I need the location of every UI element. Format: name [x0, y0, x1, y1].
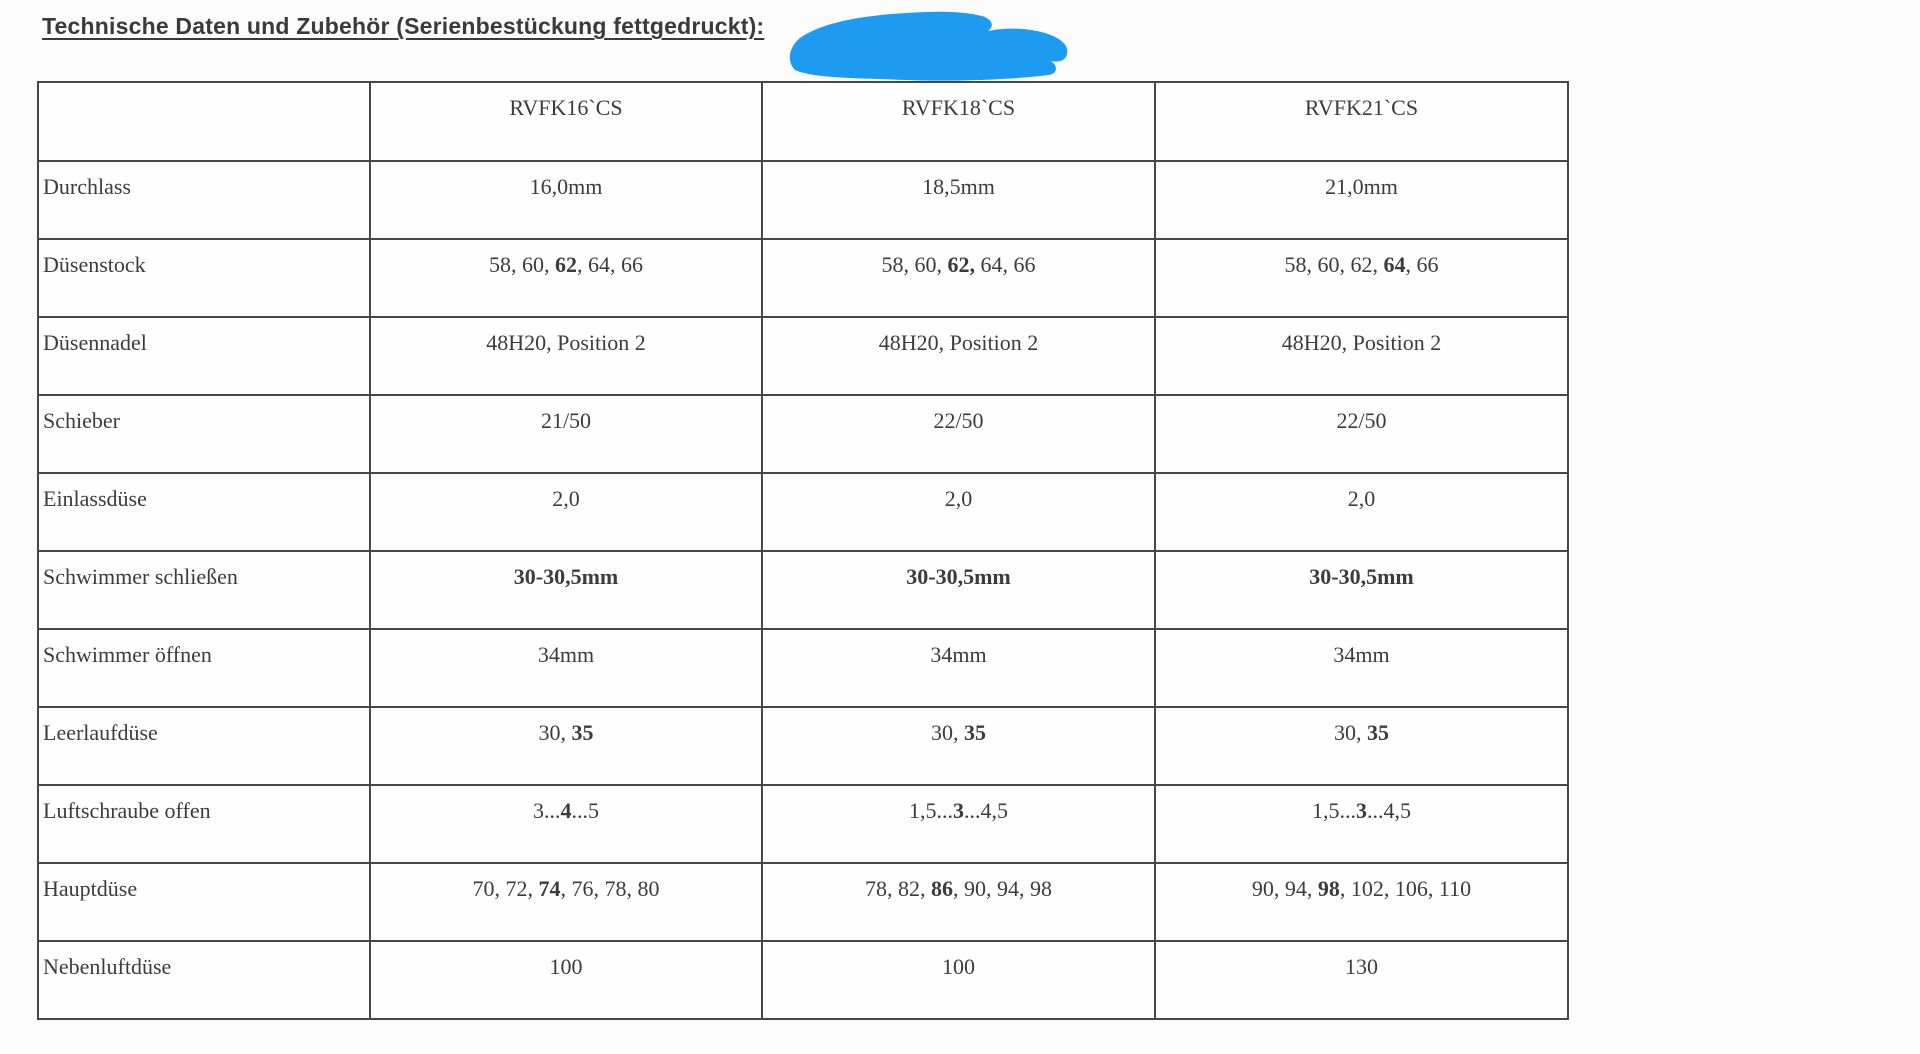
value-cell: 30, 35: [761, 706, 1156, 786]
value-cell: 58, 60, 62, 64, 66: [369, 238, 763, 318]
header-rvfk21: RVFK21`CS: [1154, 81, 1569, 162]
value-cell: 78, 82, 86, 90, 94, 98: [761, 862, 1156, 942]
value-cell: 16,0mm: [369, 160, 763, 240]
value-cell: 48H20, Position 2: [369, 316, 763, 396]
header-empty-cell: [37, 81, 371, 162]
row-label: Einlassdüse: [37, 472, 371, 552]
row-label: Luftschraube offen: [37, 784, 371, 864]
value-cell: 1,5...3...4,5: [1154, 784, 1569, 864]
value-cell: 48H20, Position 2: [761, 316, 1156, 396]
table-row: Hauptdüse 70, 72, 74, 76, 78, 80 78, 82, 8…: [37, 862, 1569, 942]
value-cell: 30, 35: [369, 706, 763, 786]
table-row: Schieber 21/50 22/50 22/50: [37, 394, 1569, 474]
row-label: Düsennadel: [37, 316, 371, 396]
value-cell: 100: [761, 940, 1156, 1020]
value-cell: 34mm: [369, 628, 763, 708]
value-cell: 34mm: [1154, 628, 1569, 708]
value-cell: 30-30,5mm: [1154, 550, 1569, 630]
value-cell: 2,0: [1154, 472, 1569, 552]
value-cell: 90, 94, 98, 102, 106, 110: [1154, 862, 1569, 942]
value-cell: 21,0mm: [1154, 160, 1569, 240]
value-cell: 1,5...3...4,5: [761, 784, 1156, 864]
page-title: Technische Daten und Zubehör (Serienbest…: [42, 13, 765, 39]
value-cell: 22/50: [1154, 394, 1569, 474]
row-label: Schwimmer schließen: [37, 550, 371, 630]
row-label: Hauptdüse: [37, 862, 371, 942]
row-label: Durchlass: [37, 160, 371, 240]
table-row: Schwimmer schließen 30-30,5mm 30-30,5mm 30-…: [37, 550, 1569, 630]
table-row: Düsenstock 58, 60, 62, 64, 66 58, 60, 62, …: [37, 238, 1569, 318]
value-cell: 70, 72, 74, 76, 78, 80: [369, 862, 763, 942]
row-label: Düsenstock: [37, 238, 371, 318]
technical-data-table: RVFK16`CS RVFK18`CS RVFK21`CS Durchlass 1…: [37, 81, 1569, 1020]
value-cell: 34mm: [761, 628, 1156, 708]
row-label: Nebenluftdüse: [37, 940, 371, 1020]
value-cell: 3...4...5: [369, 784, 763, 864]
value-cell: 30-30,5mm: [369, 550, 763, 630]
table-row: Luftschraube offen 3...4...5 1,5...3...4,5…: [37, 784, 1569, 864]
value-cell: 130: [1154, 940, 1569, 1020]
table-row: Schwimmer öffnen 34mm 34mm 34mm: [37, 628, 1569, 708]
value-cell: 30, 35: [1154, 706, 1569, 786]
value-cell: 2,0: [761, 472, 1156, 552]
value-cell: 58, 60, 62, 64, 66: [1154, 238, 1569, 318]
value-cell: 22/50: [761, 394, 1156, 474]
blue-marker-scribble-shape: [789, 11, 1068, 81]
value-cell: 21/50: [369, 394, 763, 474]
table-header-row: RVFK16`CS RVFK18`CS RVFK21`CS: [37, 81, 1569, 162]
table-row: Nebenluftdüse 100 100 130: [37, 940, 1569, 1020]
row-label: Schwimmer öffnen: [37, 628, 371, 708]
value-cell: 48H20, Position 2: [1154, 316, 1569, 396]
value-cell: 58, 60, 62, 64, 66: [761, 238, 1156, 318]
blue-marker-scribble-icon: [789, 11, 1068, 81]
value-cell: 100: [369, 940, 763, 1020]
value-cell: 2,0: [369, 472, 763, 552]
row-label: Schieber: [37, 394, 371, 474]
header-rvfk18: RVFK18`CS: [761, 81, 1156, 162]
header-rvfk16: RVFK16`CS: [369, 81, 763, 162]
table-row: Leerlaufdüse 30, 35 30, 35 30, 35: [37, 706, 1569, 786]
table-row: Durchlass 16,0mm 18,5mm 21,0mm: [37, 160, 1569, 240]
table-row: Einlassdüse 2,0 2,0 2,0: [37, 472, 1569, 552]
value-cell: 30-30,5mm: [761, 550, 1156, 630]
value-cell: 18,5mm: [761, 160, 1156, 240]
row-label: Leerlaufdüse: [37, 706, 371, 786]
table-row: Düsennadel 48H20, Position 2 48H20, Positi…: [37, 316, 1569, 396]
table-body: Durchlass 16,0mm 18,5mm 21,0mm Düsenstock 58,…: [37, 160, 1569, 1020]
